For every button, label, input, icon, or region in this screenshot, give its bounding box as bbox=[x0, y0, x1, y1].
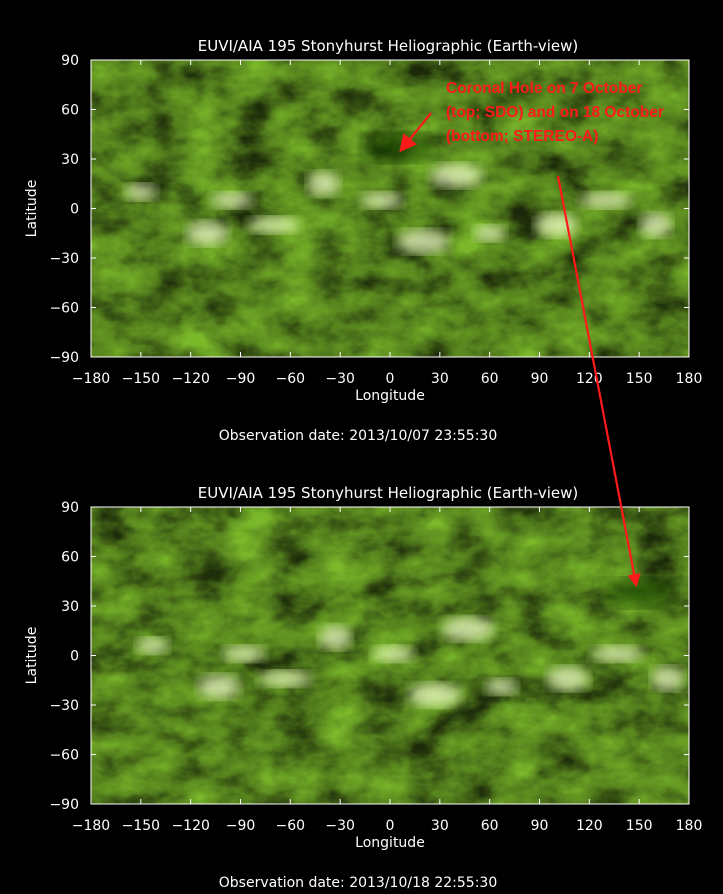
y-tick-label: 30 bbox=[61, 152, 79, 168]
x-tick-label: 0 bbox=[386, 371, 395, 387]
y-tick-label: 60 bbox=[61, 103, 79, 119]
annotation-line-2: (top; SDO) and on 18 October bbox=[446, 104, 664, 121]
y-tick-label: −60 bbox=[49, 301, 79, 317]
euv-map-image bbox=[91, 60, 689, 357]
y-tick-label: −30 bbox=[49, 251, 79, 267]
y-tick-label: −60 bbox=[49, 748, 79, 764]
y-tick-label: 90 bbox=[61, 53, 79, 69]
annotation-layer: Coronal Hole on 7 October (top; SDO) and… bbox=[399, 80, 664, 588]
x-tick-label: 60 bbox=[481, 818, 499, 834]
x-tick-label: 90 bbox=[531, 371, 549, 387]
y-tick-label: 0 bbox=[70, 649, 79, 665]
chart-panel-1: EUVI/AIA 195 Stonyhurst Heliographic (Ea… bbox=[24, 37, 702, 444]
x-tick-label: 120 bbox=[576, 818, 603, 834]
x-tick-label: −150 bbox=[122, 818, 160, 834]
annotation-line-1: Coronal Hole on 7 October bbox=[446, 80, 642, 97]
y-tick-label: 90 bbox=[61, 500, 79, 516]
y-tick-label: 60 bbox=[61, 550, 79, 566]
x-tick-label: −180 bbox=[72, 371, 110, 387]
y-tick-label: 30 bbox=[61, 599, 79, 615]
x-tick-label: 180 bbox=[676, 371, 703, 387]
x-tick-label: 180 bbox=[676, 818, 703, 834]
x-tick-label: −90 bbox=[226, 371, 256, 387]
observation-date: Observation date: 2013/10/07 23:55:30 bbox=[219, 428, 497, 444]
x-tick-label: −60 bbox=[276, 818, 306, 834]
x-tick-label: −30 bbox=[325, 371, 355, 387]
chart-title: EUVI/AIA 195 Stonyhurst Heliographic (Ea… bbox=[198, 37, 579, 55]
x-tick-label: −30 bbox=[325, 818, 355, 834]
x-tick-label: −150 bbox=[122, 371, 160, 387]
coronal-hole-region bbox=[605, 578, 674, 607]
x-tick-label: −180 bbox=[72, 818, 110, 834]
x-tick-label: 60 bbox=[481, 371, 499, 387]
annotation-arrow-bottom bbox=[556, 175, 641, 588]
y-axis-label: Latitude bbox=[24, 180, 40, 238]
annotation-arrow-top bbox=[399, 112, 432, 153]
x-tick-label: 150 bbox=[626, 818, 653, 834]
x-tick-label: 0 bbox=[386, 818, 395, 834]
y-tick-label: −90 bbox=[49, 350, 79, 366]
x-tick-label: −120 bbox=[171, 818, 209, 834]
y-tick-label: 0 bbox=[70, 202, 79, 218]
y-tick-label: −90 bbox=[49, 797, 79, 813]
x-tick-label: 30 bbox=[431, 371, 449, 387]
chart-panel-2: EUVI/AIA 195 Stonyhurst Heliographic (Ea… bbox=[24, 484, 702, 891]
x-tick-label: −60 bbox=[276, 371, 306, 387]
y-axis-label: Latitude bbox=[24, 627, 40, 685]
chart-title: EUVI/AIA 195 Stonyhurst Heliographic (Ea… bbox=[198, 484, 579, 502]
x-tick-label: 90 bbox=[531, 818, 549, 834]
x-tick-label: 150 bbox=[626, 371, 653, 387]
x-axis-label: Longitude bbox=[355, 835, 425, 851]
y-tick-label: −30 bbox=[49, 698, 79, 714]
observation-date: Observation date: 2013/10/18 22:55:30 bbox=[219, 875, 497, 891]
euv-map-image bbox=[91, 507, 689, 804]
x-axis-label: Longitude bbox=[355, 388, 425, 404]
x-tick-label: 30 bbox=[431, 818, 449, 834]
x-tick-label: −90 bbox=[226, 818, 256, 834]
annotation-line-3: (bottom; STEREO-A) bbox=[446, 128, 598, 145]
x-tick-label: −120 bbox=[171, 371, 209, 387]
coronal-hole-region bbox=[364, 133, 433, 162]
